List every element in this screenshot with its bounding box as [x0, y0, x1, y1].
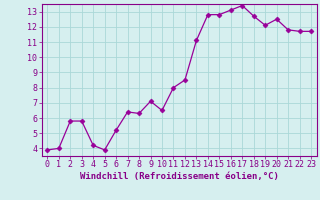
X-axis label: Windchill (Refroidissement éolien,°C): Windchill (Refroidissement éolien,°C) [80, 172, 279, 181]
